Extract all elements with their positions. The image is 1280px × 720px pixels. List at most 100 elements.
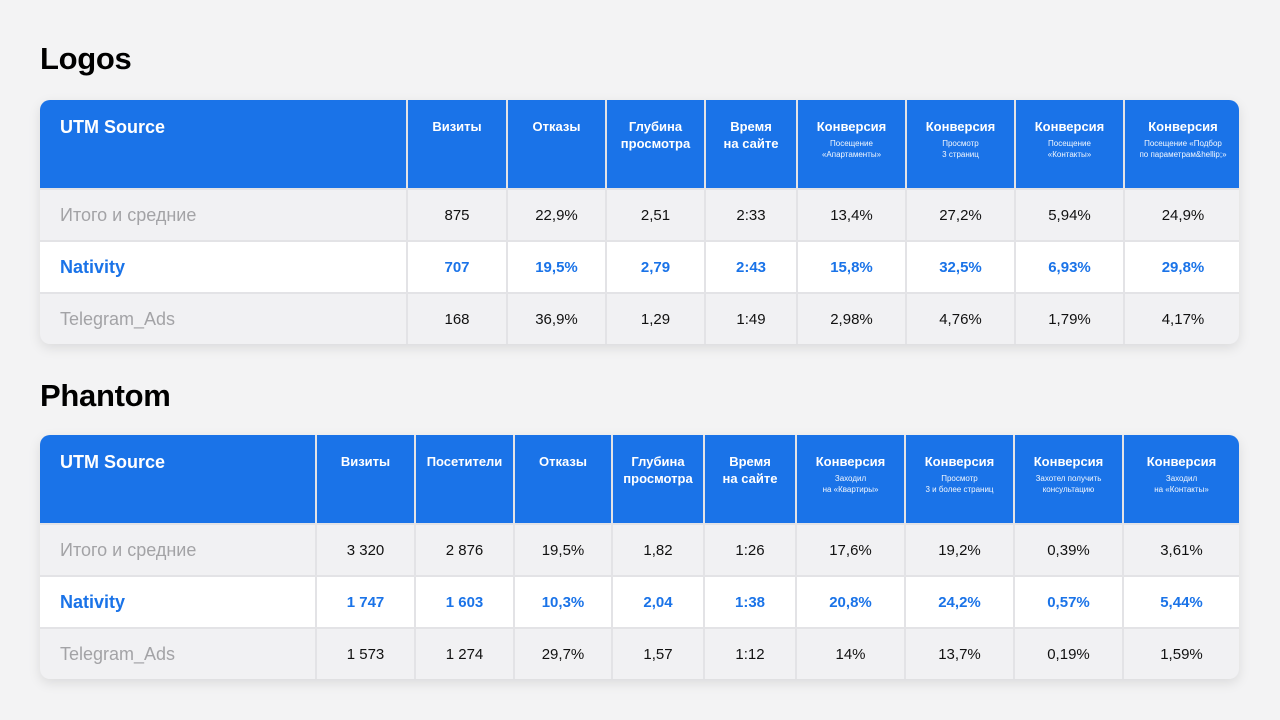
row-source-name: Итого и средние	[40, 190, 406, 240]
table-cell: 1:38	[705, 577, 795, 627]
header-sublabel: Просмотр 3 и более страниц	[925, 474, 994, 494]
phantom-table: UTM Source Визиты Посетители Отказы Глубина …	[40, 435, 1239, 679]
table-cell: 5,44%	[1124, 577, 1239, 627]
header-label: Конверсия	[1034, 119, 1105, 134]
table-cell: 2,51	[607, 190, 704, 240]
header-sublabel: Посещение «Подбор по параметрам&hellip;»	[1139, 139, 1227, 159]
header-label: Глубина просмотра	[623, 454, 693, 486]
header-label: Глубина просмотра	[620, 119, 691, 151]
table-cell: 27,2%	[907, 190, 1014, 240]
table-cell: 1,29	[607, 294, 704, 344]
table-cell: 0,19%	[1015, 629, 1122, 679]
table-cell: 24,9%	[1125, 190, 1239, 240]
table-cell: 1:12	[705, 629, 795, 679]
header-label: Визиты	[432, 119, 482, 134]
table-cell: 1 573	[317, 629, 414, 679]
table-cell: 10,3%	[515, 577, 611, 627]
table-cell: 2:33	[706, 190, 796, 240]
header-sublabel: Просмотр 3 страниц	[942, 139, 979, 159]
table-cell: 17,6%	[797, 525, 904, 575]
table-cell: 2,04	[613, 577, 703, 627]
header-sublabel: Посещение «Контакты»	[1047, 139, 1092, 159]
header-cell: Конверсия Просмотр 3 и более страниц	[906, 435, 1013, 523]
table-cell: 1,82	[613, 525, 703, 575]
header-sublabel: Заходил на «Контакты»	[1154, 474, 1209, 494]
header-cell: Глубина просмотра	[607, 100, 704, 188]
table-cell: 2,79	[607, 242, 704, 292]
header-label: Конверсия	[925, 119, 996, 134]
table-cell: 13,4%	[798, 190, 905, 240]
header-label: Время на сайте	[722, 454, 778, 486]
header-cell: Визиты	[408, 100, 506, 188]
header-label: Посетители	[426, 454, 503, 469]
table-cell: 1,57	[613, 629, 703, 679]
table-cell: 19,5%	[508, 242, 605, 292]
row-source-name: Telegram_Ads	[40, 629, 315, 679]
table-cell: 875	[408, 190, 506, 240]
table-cell: 1 747	[317, 577, 414, 627]
table-cell: 4,17%	[1125, 294, 1239, 344]
table-cell: 168	[408, 294, 506, 344]
table-cell: 2:43	[706, 242, 796, 292]
table-cell: 1 603	[416, 577, 513, 627]
header-label: Конверсия	[1146, 454, 1217, 469]
header-label: UTM Source	[60, 452, 166, 472]
table-cell: 13,7%	[906, 629, 1013, 679]
header-label: Конверсия	[1033, 454, 1104, 469]
logos-table: UTM Source Визиты Отказы Глубина просмотра В…	[40, 100, 1239, 344]
header-cell: Визиты	[317, 435, 414, 523]
table-cell: 29,8%	[1125, 242, 1239, 292]
header-sublabel: Заходил на «Квартиры»	[822, 474, 879, 494]
header-cell: Конверсия Посещение «Контакты»	[1016, 100, 1123, 188]
table-cell: 19,5%	[515, 525, 611, 575]
header-cell: Конверсия Заходил на «Контакты»	[1124, 435, 1239, 523]
table-cell: 1,79%	[1016, 294, 1123, 344]
table-cell: 20,8%	[797, 577, 904, 627]
table-cell: 0,57%	[1015, 577, 1122, 627]
header-sublabel: Захотел получить консультацию	[1035, 474, 1102, 494]
header-cell: Отказы	[508, 100, 605, 188]
header-cell: Посетители	[416, 435, 513, 523]
table-cell: 3 320	[317, 525, 414, 575]
table-cell: 22,9%	[508, 190, 605, 240]
header-label: Конверсия	[1148, 119, 1218, 134]
table-cell: 1:49	[706, 294, 796, 344]
table-cell: 19,2%	[906, 525, 1013, 575]
header-label: Конверсия	[924, 454, 995, 469]
table-cell: 3,61%	[1124, 525, 1239, 575]
header-cell: Отказы	[515, 435, 611, 523]
header-cell: Конверсия Посещение «Апартаменты»	[798, 100, 905, 188]
header-sublabel: Посещение «Апартаменты»	[821, 139, 882, 159]
table-cell: 707	[408, 242, 506, 292]
header-label: Конверсия	[815, 454, 886, 469]
row-source-name: Nativity	[40, 242, 406, 292]
header-cell: Время на сайте	[705, 435, 795, 523]
header-cell: Конверсия Заходил на «Квартиры»	[797, 435, 904, 523]
table-cell: 14%	[797, 629, 904, 679]
table-cell: 2 876	[416, 525, 513, 575]
header-cell: UTM Source	[40, 435, 315, 523]
table-cell: 1 274	[416, 629, 513, 679]
header-label: UTM Source	[60, 117, 166, 137]
header-cell: Время на сайте	[706, 100, 796, 188]
section-title-logos: Logos	[40, 41, 132, 76]
header-cell: Конверсия Захотел получить консультацию	[1015, 435, 1122, 523]
table-cell: 15,8%	[798, 242, 905, 292]
row-source-name: Nativity	[40, 577, 315, 627]
header-cell: UTM Source	[40, 100, 406, 188]
table-cell: 24,2%	[906, 577, 1013, 627]
header-cell: Конверсия Просмотр 3 страниц	[907, 100, 1014, 188]
header-label: Конверсия	[816, 119, 887, 134]
table-cell: 6,93%	[1016, 242, 1123, 292]
header-label: Визиты	[340, 454, 391, 469]
table-cell: 36,9%	[508, 294, 605, 344]
header-cell: Конверсия Посещение «Подбор по параметрам…	[1125, 100, 1239, 188]
header-label: Отказы	[532, 119, 581, 134]
header-cell: Глубина просмотра	[613, 435, 703, 523]
table-cell: 32,5%	[907, 242, 1014, 292]
table-cell: 1:26	[705, 525, 795, 575]
table-cell: 29,7%	[515, 629, 611, 679]
table-cell: 4,76%	[907, 294, 1014, 344]
table-cell: 5,94%	[1016, 190, 1123, 240]
row-source-name: Telegram_Ads	[40, 294, 406, 344]
